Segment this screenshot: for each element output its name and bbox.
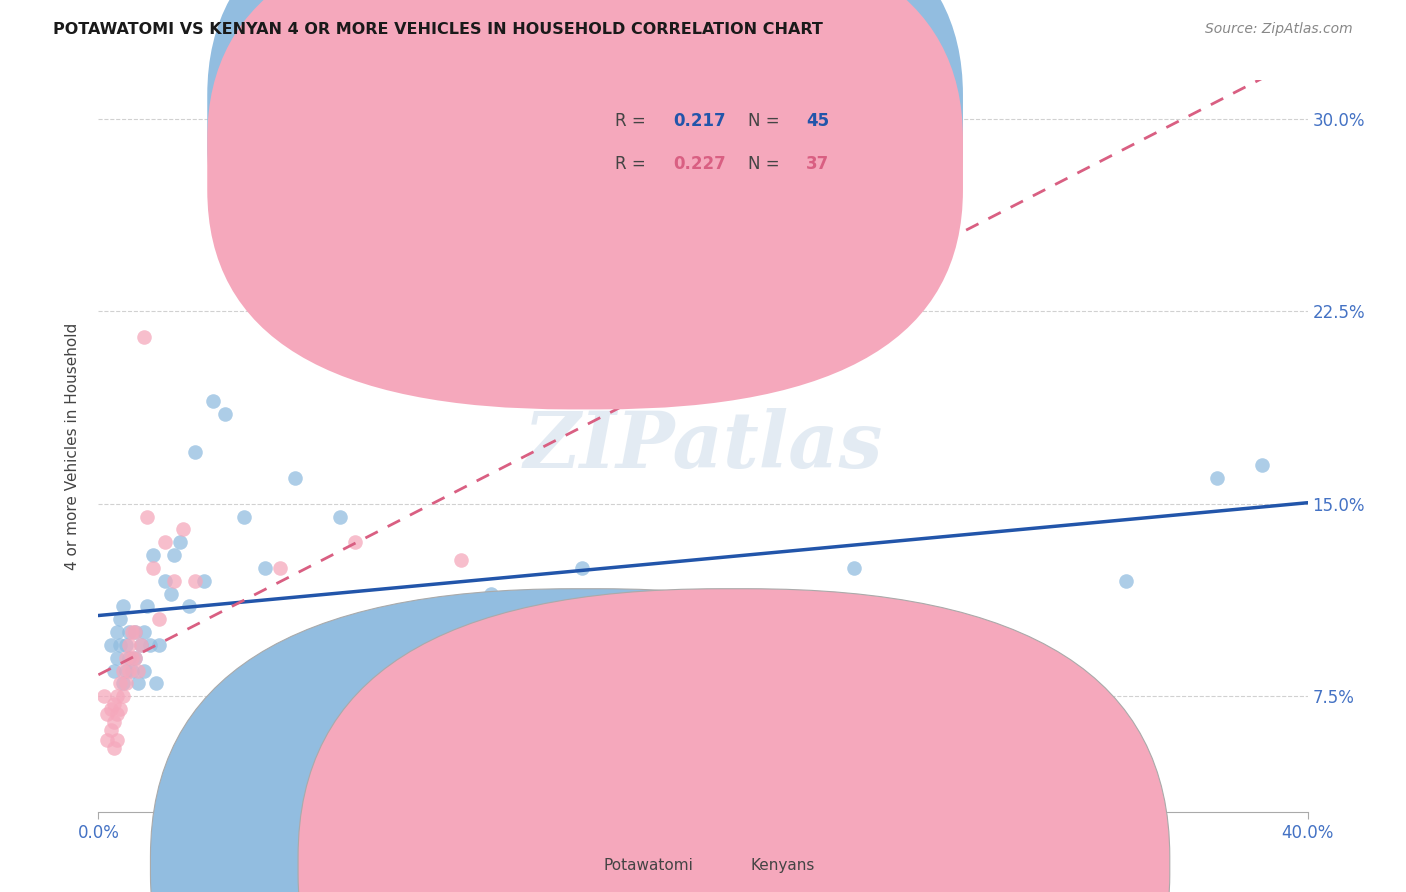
Point: [124, 650, 146, 665]
Point: [93, 690, 115, 704]
Point: [153, 535, 176, 549]
Point: [121, 650, 143, 665]
Point: [111, 664, 134, 678]
Point: [571, 561, 593, 575]
Point: [160, 586, 183, 600]
Point: [121, 625, 143, 640]
Text: 45: 45: [806, 112, 830, 129]
Point: [108, 638, 131, 652]
Point: [103, 664, 125, 678]
Point: [100, 638, 122, 652]
Point: [100, 702, 122, 716]
Text: 0.217: 0.217: [673, 112, 725, 129]
FancyBboxPatch shape: [207, 0, 963, 366]
Text: N =: N =: [748, 112, 785, 129]
Point: [114, 676, 136, 690]
Point: [844, 561, 866, 575]
Point: [163, 574, 186, 588]
Point: [135, 599, 157, 614]
Point: [114, 638, 136, 652]
Point: [692, 690, 714, 704]
Point: [129, 638, 152, 652]
Point: [105, 707, 128, 722]
Point: [96, 732, 118, 747]
Point: [118, 664, 141, 678]
Point: [1206, 471, 1229, 485]
Point: [118, 638, 141, 652]
Point: [193, 574, 215, 588]
Point: [135, 509, 157, 524]
Point: [172, 523, 194, 537]
Point: [179, 599, 201, 614]
Point: [1251, 458, 1274, 473]
Point: [108, 702, 131, 716]
Point: [100, 723, 122, 737]
Text: N =: N =: [748, 155, 785, 173]
Point: [124, 625, 146, 640]
Point: [105, 690, 128, 704]
Point: [118, 650, 141, 665]
Point: [142, 561, 165, 575]
Point: [105, 732, 128, 747]
FancyBboxPatch shape: [558, 95, 872, 194]
Point: [169, 535, 191, 549]
Point: [103, 697, 125, 711]
Text: 0.227: 0.227: [673, 155, 725, 173]
Point: [111, 599, 134, 614]
Point: [105, 625, 128, 640]
Point: [108, 676, 131, 690]
Point: [142, 548, 165, 562]
Point: [127, 676, 149, 690]
Point: [481, 586, 503, 600]
Point: [389, 676, 412, 690]
Point: [284, 471, 307, 485]
Point: [132, 664, 155, 678]
Point: [103, 714, 125, 729]
Point: [139, 638, 162, 652]
Text: ZIPatlas: ZIPatlas: [523, 408, 883, 484]
Point: [153, 574, 176, 588]
Point: [145, 676, 167, 690]
Point: [184, 445, 207, 459]
Point: [114, 650, 136, 665]
Point: [163, 548, 186, 562]
Point: [132, 625, 155, 640]
Point: [148, 638, 170, 652]
Point: [132, 330, 155, 344]
Point: [344, 535, 367, 549]
Point: [124, 625, 146, 640]
Point: [214, 407, 236, 421]
Point: [329, 509, 352, 524]
Point: [114, 664, 136, 678]
Point: [124, 650, 146, 665]
Point: [121, 664, 143, 678]
Point: [148, 612, 170, 626]
Point: [208, 753, 231, 767]
Point: [1115, 574, 1137, 588]
Point: [253, 561, 276, 575]
Point: [269, 561, 291, 575]
Text: Potawatomi: Potawatomi: [603, 858, 693, 872]
Text: Kenyans: Kenyans: [751, 858, 815, 872]
Text: 37: 37: [806, 155, 830, 173]
Text: R =: R =: [614, 155, 651, 173]
Point: [103, 740, 125, 755]
FancyBboxPatch shape: [207, 0, 963, 409]
Point: [127, 664, 149, 678]
Point: [111, 676, 134, 690]
Point: [105, 650, 128, 665]
Y-axis label: 4 or more Vehicles in Household: 4 or more Vehicles in Household: [65, 322, 80, 570]
Text: Source: ZipAtlas.com: Source: ZipAtlas.com: [1205, 22, 1353, 37]
Point: [232, 509, 254, 524]
Point: [108, 612, 131, 626]
Point: [129, 638, 152, 652]
Point: [111, 690, 134, 704]
Point: [118, 625, 141, 640]
Point: [96, 707, 118, 722]
Text: R =: R =: [614, 112, 651, 129]
Point: [184, 574, 207, 588]
Text: POTAWATOMI VS KENYAN 4 OR MORE VEHICLES IN HOUSEHOLD CORRELATION CHART: POTAWATOMI VS KENYAN 4 OR MORE VEHICLES …: [53, 22, 824, 37]
Point: [450, 553, 472, 567]
Point: [202, 394, 225, 409]
